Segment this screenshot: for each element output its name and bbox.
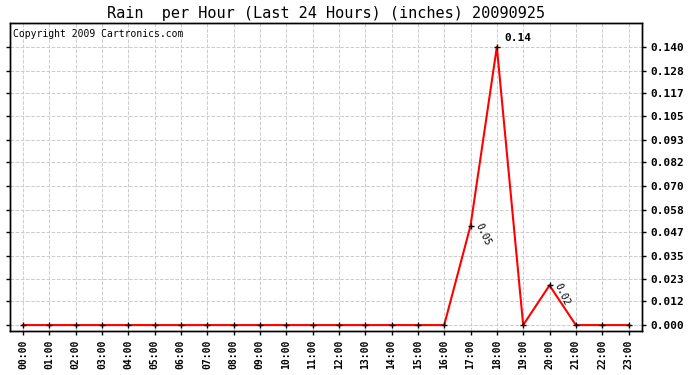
Text: Copyright 2009 Cartronics.com: Copyright 2009 Cartronics.com — [13, 29, 184, 39]
Text: 0.05: 0.05 — [473, 222, 492, 248]
Title: Rain  per Hour (Last 24 Hours) (inches) 20090925: Rain per Hour (Last 24 Hours) (inches) 2… — [107, 6, 544, 21]
Text: 0.02: 0.02 — [552, 282, 571, 307]
Text: 0.14: 0.14 — [505, 33, 532, 43]
